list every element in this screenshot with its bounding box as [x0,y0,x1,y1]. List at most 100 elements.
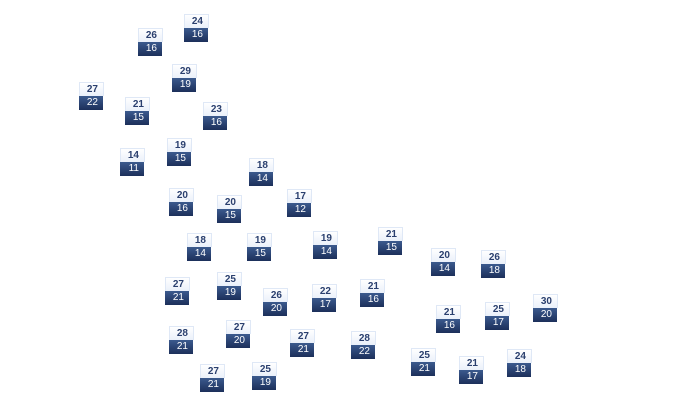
low-temperature: 21 [290,343,314,357]
temperature-marker[interactable]: 27 20 [226,320,251,348]
temperature-marker[interactable]: 24 16 [184,14,209,42]
high-temperature: 25 [217,272,242,286]
high-temperature: 19 [167,138,192,152]
temperature-marker[interactable]: 29 19 [172,64,197,92]
high-temperature: 20 [217,195,242,209]
high-temperature: 24 [507,349,532,363]
high-temperature: 26 [138,28,163,42]
temperature-marker[interactable]: 18 14 [249,158,274,186]
low-temperature: 22 [351,345,375,359]
temperature-marker[interactable]: 27 21 [165,277,190,305]
low-temperature: 14 [313,245,337,259]
temperature-marker[interactable]: 25 17 [485,302,510,330]
low-temperature: 11 [120,162,144,176]
temperature-marker[interactable]: 21 16 [360,279,385,307]
temperature-marker[interactable]: 27 21 [290,329,315,357]
low-temperature: 15 [217,209,241,223]
low-temperature: 16 [203,116,227,130]
low-temperature: 18 [507,363,531,377]
temperature-marker[interactable]: 20 14 [431,248,456,276]
high-temperature: 18 [249,158,274,172]
temperature-marker[interactable]: 30 20 [533,294,558,322]
temperature-marker[interactable]: 14 11 [120,148,145,176]
low-temperature: 20 [226,334,250,348]
high-temperature: 25 [252,362,277,376]
low-temperature: 15 [247,247,271,261]
temperature-marker[interactable]: 17 12 [287,189,312,217]
high-temperature: 19 [247,233,272,247]
low-temperature: 21 [411,362,435,376]
high-temperature: 18 [187,233,212,247]
low-temperature: 15 [167,152,191,166]
temperature-marker[interactable]: 24 18 [507,349,532,377]
high-temperature: 25 [411,348,436,362]
temperature-marker[interactable]: 23 16 [203,102,228,130]
high-temperature: 21 [378,227,403,241]
high-temperature: 22 [312,284,337,298]
temperature-marker[interactable]: 21 15 [378,227,403,255]
temperature-marker[interactable]: 18 14 [187,233,212,261]
low-temperature: 21 [169,340,193,354]
low-temperature: 16 [138,42,162,56]
high-temperature: 30 [533,294,558,308]
low-temperature: 21 [165,291,189,305]
temperature-marker[interactable]: 26 16 [138,28,163,56]
temperature-marker[interactable]: 19 15 [247,233,272,261]
temperature-marker[interactable]: 26 20 [263,288,288,316]
temperature-marker[interactable]: 27 22 [79,82,104,110]
high-temperature: 21 [436,305,461,319]
temperature-marker[interactable]: 20 16 [169,188,194,216]
low-temperature: 15 [378,241,402,255]
temperature-marker[interactable]: 27 21 [200,364,225,392]
low-temperature: 14 [431,262,455,276]
temperature-marker[interactable]: 21 15 [125,97,150,125]
low-temperature: 14 [249,172,273,186]
low-temperature: 16 [169,202,193,216]
low-temperature: 16 [184,28,208,42]
high-temperature: 26 [481,250,506,264]
temperature-marker[interactable]: 28 21 [169,326,194,354]
high-temperature: 27 [79,82,104,96]
temperature-marker[interactable]: 19 14 [313,231,338,259]
temperature-marker[interactable]: 28 22 [351,331,376,359]
temperature-marker[interactable]: 19 15 [167,138,192,166]
temperature-marker[interactable]: 25 19 [217,272,242,300]
high-temperature: 27 [165,277,190,291]
high-temperature: 29 [172,64,197,78]
temperature-marker[interactable]: 26 18 [481,250,506,278]
temperature-marker[interactable]: 20 15 [217,195,242,223]
temperature-marker[interactable]: 21 17 [459,356,484,384]
low-temperature: 15 [125,111,149,125]
high-temperature: 21 [360,279,385,293]
low-temperature: 16 [436,319,460,333]
high-temperature: 27 [290,329,315,343]
high-temperature: 20 [431,248,456,262]
high-temperature: 20 [169,188,194,202]
low-temperature: 20 [533,308,557,322]
low-temperature: 20 [263,302,287,316]
high-temperature: 17 [287,189,312,203]
low-temperature: 17 [459,370,483,384]
temperature-marker[interactable]: 25 21 [411,348,436,376]
low-temperature: 17 [485,316,509,330]
temperature-marker[interactable]: 21 16 [436,305,461,333]
high-temperature: 23 [203,102,228,116]
temperature-marker[interactable]: 22 17 [312,284,337,312]
high-temperature: 28 [169,326,194,340]
high-temperature: 26 [263,288,288,302]
high-temperature: 28 [351,331,376,345]
high-temperature: 14 [120,148,145,162]
low-temperature: 12 [287,203,311,217]
high-temperature: 27 [226,320,251,334]
low-temperature: 21 [200,378,224,392]
low-temperature: 19 [172,78,196,92]
low-temperature: 16 [360,293,384,307]
temperature-marker[interactable]: 25 19 [252,362,277,390]
high-temperature: 27 [200,364,225,378]
low-temperature: 17 [312,298,336,312]
low-temperature: 19 [252,376,276,390]
high-temperature: 19 [313,231,338,245]
high-temperature: 21 [459,356,484,370]
low-temperature: 18 [481,264,505,278]
low-temperature: 19 [217,286,241,300]
